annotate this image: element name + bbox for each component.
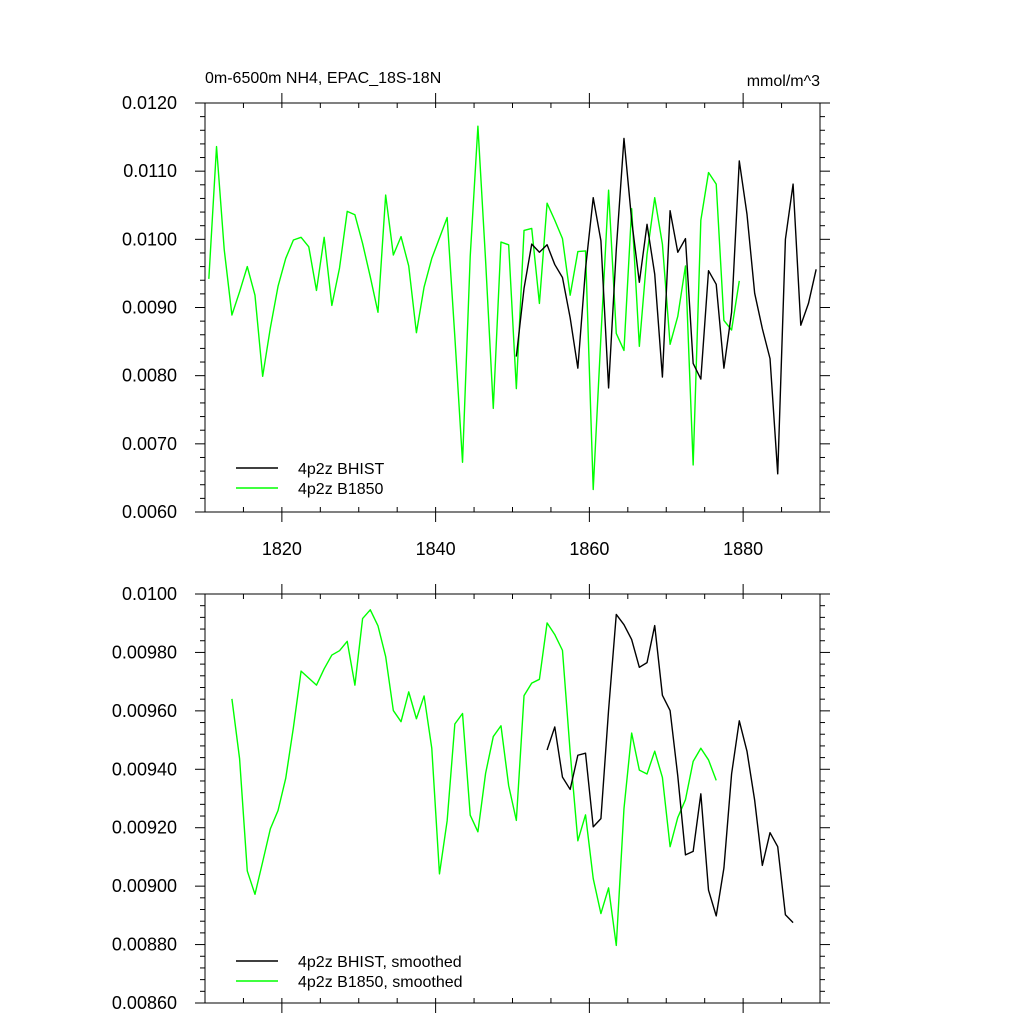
- x-tick-label: 1880: [723, 539, 763, 559]
- y-tick-label: 0.0120: [122, 93, 177, 113]
- y-tick-label: 0.0090: [122, 298, 177, 318]
- y-tick-label: 0.00960: [112, 701, 177, 721]
- legend-label: 4p2z B1850: [298, 481, 384, 498]
- x-tick-label: 1860: [569, 539, 609, 559]
- y-tick-label: 0.0100: [122, 584, 177, 604]
- chart-title: 0m-6500m NH4, EPAC_18S-18N: [205, 70, 441, 87]
- series-line-b1850: [231, 609, 717, 947]
- y-tick-label: 0.00940: [112, 759, 177, 779]
- y-tick-label: 0.00920: [112, 818, 177, 838]
- legend-label: 4p2z BHIST, smoothed: [298, 954, 462, 971]
- y-tick-label: 0.0060: [122, 502, 177, 522]
- legend-label: 4p2z BHIST: [298, 461, 384, 478]
- y-tick-label: 0.00980: [112, 642, 177, 662]
- series-line-bhist: [515, 137, 817, 475]
- y-tick-label: 0.0110: [123, 161, 177, 181]
- y-tick-label: 0.0100: [122, 229, 177, 249]
- plot-frame: [204, 593, 821, 1004]
- y-tick-label: 0.0080: [122, 366, 177, 386]
- series-line-b1850: [208, 125, 740, 491]
- series-line-bhist: [546, 613, 794, 924]
- top-chart-panel: 1820 1840 1860 1880 0.0060 0.0070 0.0080 0.0090…: [122, 93, 830, 559]
- y-tick-label: 0.00900: [112, 876, 177, 896]
- units-label: mmol/m^3: [747, 73, 820, 90]
- y-tick-label: 0.0070: [122, 434, 177, 454]
- x-tick-label: 1820: [262, 539, 302, 559]
- x-tick-label: 1840: [416, 539, 456, 559]
- y-tick-label: 0.00860: [112, 993, 177, 1013]
- y-tick-label: 0.00880: [112, 935, 177, 955]
- legend-label: 4p2z B1850, smoothed: [298, 974, 463, 991]
- bottom-chart-panel: 0.00860 0.00880 0.00900 0.00920 0.00940 0.009…: [112, 584, 830, 1013]
